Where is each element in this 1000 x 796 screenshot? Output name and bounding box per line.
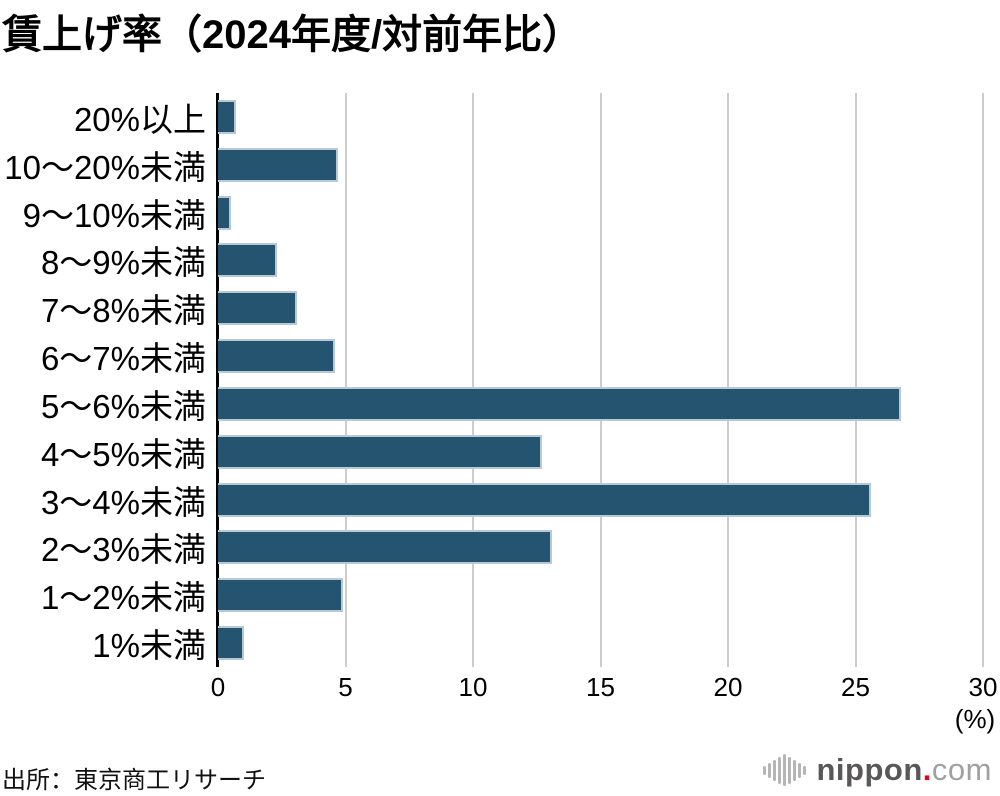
bar [218, 147, 338, 182]
gridline-15 [599, 93, 602, 667]
bar [218, 99, 236, 134]
bar-row [218, 428, 983, 476]
x-axis-unit-label: (%) [954, 704, 996, 734]
gridline-25 [854, 93, 857, 667]
x-tick-label: 0 [210, 672, 226, 702]
bar-row [218, 332, 983, 380]
bar-row [218, 619, 983, 667]
bar [218, 243, 277, 278]
logo-text: nippon.com [817, 752, 993, 788]
category-label: 1%未満 [92, 627, 206, 665]
bar-row [218, 380, 983, 428]
bar [218, 482, 871, 517]
wavebar [797, 762, 801, 778]
soundwave-icon [762, 751, 806, 789]
x-tick-label: 30 [968, 672, 998, 702]
chart-title: 賃上げ率（2024年度/対前年比） [2, 13, 583, 57]
bar-row [218, 237, 983, 285]
category-label: 9〜10%未満 [22, 196, 206, 234]
gridline-5 [344, 93, 347, 667]
wavebar [802, 765, 806, 775]
wavebar [787, 756, 791, 784]
bar [218, 530, 553, 565]
bar [218, 339, 336, 374]
bar [218, 195, 231, 230]
plot-area [216, 93, 984, 667]
bar-row [218, 524, 983, 572]
bar-row [218, 284, 983, 332]
gridline-10 [472, 93, 474, 667]
wavebar [772, 759, 776, 781]
bar [218, 386, 902, 421]
category-label: 8〜9%未満 [40, 244, 206, 282]
x-axis-ticks: 0 5 10 15 20 25 30 [211, 672, 998, 704]
nippon-logo: nippon.com [762, 748, 993, 792]
category-label: 2〜3%未満 [40, 531, 206, 569]
category-label: 6〜7%未満 [40, 340, 206, 378]
bar [218, 578, 343, 613]
wavebar [792, 759, 796, 781]
x-tick-label: 25 [841, 672, 870, 702]
wavebar [767, 762, 771, 778]
bar-row [218, 93, 983, 141]
logo-text-com: com [931, 752, 992, 787]
y-axis-line [216, 93, 219, 667]
category-label: 20%以上 [73, 100, 206, 138]
bar [218, 626, 244, 661]
wavebar [782, 754, 786, 786]
bar-row [218, 476, 983, 524]
x-tick-label: 20 [713, 672, 743, 702]
category-label: 1〜2%未満 [40, 579, 206, 617]
wavebar [762, 765, 766, 775]
category-label: 5〜6%未満 [40, 387, 206, 425]
logo-text-nippon: nippon [816, 752, 923, 787]
gridline-20 [727, 93, 729, 667]
bar-row [218, 189, 983, 237]
logo-dot: . [922, 752, 932, 787]
category-label: 10〜20%未満 [4, 148, 206, 186]
category-label: 7〜8%未満 [40, 292, 206, 330]
bar [218, 291, 298, 326]
bar-row [218, 571, 983, 619]
x-tick-label: 10 [458, 672, 488, 702]
wavebar [777, 756, 781, 784]
bar-row [218, 141, 983, 189]
x-tick-label: 5 [338, 672, 353, 702]
x-tick-label: 15 [586, 672, 615, 702]
gridline-30 [982, 93, 984, 667]
bar [218, 434, 542, 469]
category-label: 4〜5%未満 [40, 435, 206, 473]
category-labels: 20%以上 10〜20%未満 9〜10%未満 8〜9%未満 7〜8%未満 6〜7%未満 5〜… [0, 93, 206, 667]
category-label: 3〜4%未満 [40, 483, 206, 521]
source-note: 出所：東京商工リサーチ [2, 767, 266, 794]
